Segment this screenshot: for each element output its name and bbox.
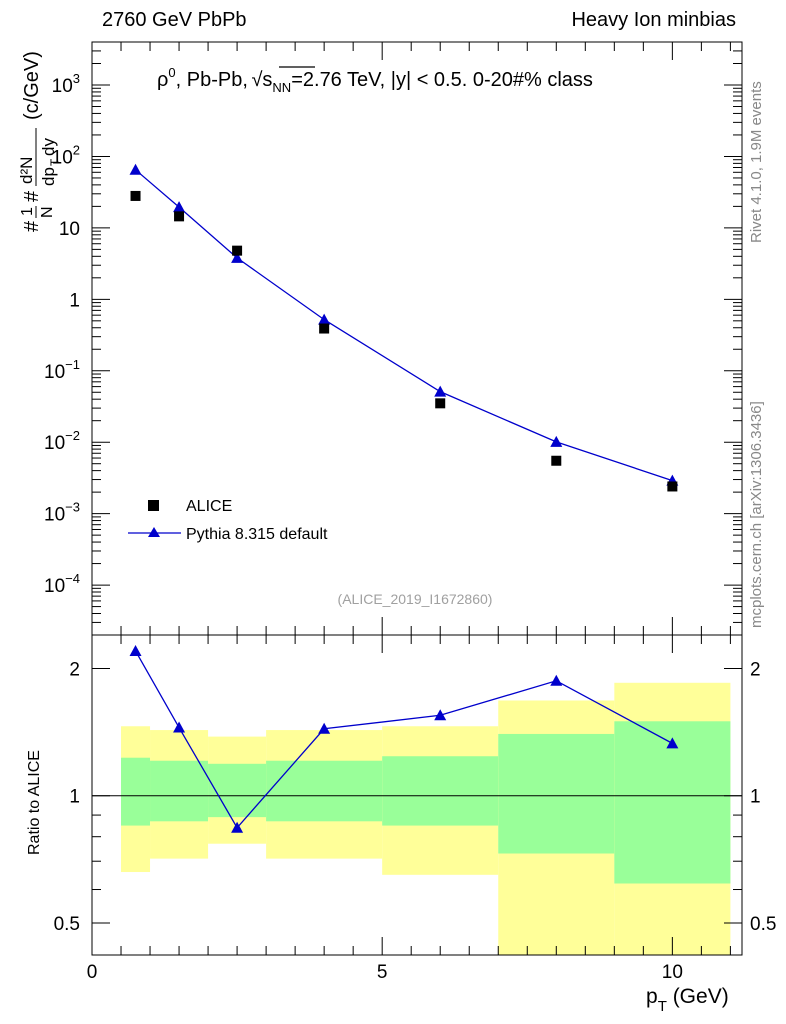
y-tick-label-ratio: 1 bbox=[69, 787, 80, 808]
svg-text:N: N bbox=[39, 206, 56, 218]
ratio-y-axis-label: Ratio to ALICE bbox=[26, 750, 43, 855]
svg-text:(c/GeV): (c/GeV) bbox=[21, 51, 43, 120]
svg-text:d²N: d²N bbox=[17, 157, 36, 184]
svg-text:1: 1 bbox=[19, 207, 36, 216]
y-tick-label-main: 102 bbox=[52, 142, 80, 168]
inner-band-bin bbox=[498, 733, 615, 854]
y-tick-label-ratio-right: 2 bbox=[750, 659, 761, 680]
alice-point-main bbox=[130, 190, 141, 201]
pythia-point-main bbox=[231, 251, 244, 263]
inner-band-bin bbox=[150, 760, 209, 822]
pythia-point-main bbox=[434, 385, 447, 397]
ratio-uncertainty-bands bbox=[121, 682, 731, 955]
alice-point-main bbox=[232, 245, 243, 256]
axis-ticks bbox=[91, 41, 742, 955]
pythia-point-ratio bbox=[318, 722, 331, 734]
pythia-series-main bbox=[129, 163, 679, 486]
header-left: 2760 GeV PbPb bbox=[102, 9, 247, 31]
alice-series-main bbox=[130, 190, 678, 492]
pythia-point-ratio bbox=[666, 737, 679, 749]
main-panel-frame bbox=[91, 41, 743, 636]
alice-point-main bbox=[319, 323, 330, 334]
main-y-axis-label: # 1 N # d²N dp T dy (c/GeV) bbox=[17, 51, 62, 232]
pythia-point-ratio bbox=[434, 709, 447, 721]
alice-point-main bbox=[435, 398, 446, 409]
sqrt-sign: √ bbox=[251, 69, 262, 91]
legend-marker-pythia bbox=[148, 527, 160, 537]
svg-text:#: # bbox=[21, 220, 43, 232]
pythia-point-main bbox=[129, 163, 142, 175]
y-tick-label-main: 103 bbox=[52, 71, 80, 97]
x-tick-label: 10 bbox=[662, 962, 683, 983]
ratio-panel-frame bbox=[91, 634, 743, 956]
plot-title: ρ0, Pb-Pb, √sNN=2.76 TeV, |y| < 0.5. 0-2… bbox=[157, 65, 593, 95]
y-tick-label-main: 1 bbox=[69, 290, 80, 311]
inner-band-bin bbox=[382, 756, 499, 826]
header-right: Heavy Ion minbias bbox=[571, 9, 736, 31]
inner-band-bin bbox=[266, 760, 383, 822]
x-tick-label: 0 bbox=[87, 962, 98, 983]
legend-label-pythia: Pythia 8.315 default bbox=[186, 526, 328, 543]
svg-text:#: # bbox=[21, 190, 43, 202]
svg-text:dp: dp bbox=[39, 167, 58, 186]
pythia-point-main bbox=[173, 201, 186, 213]
pythia-point-ratio bbox=[129, 644, 142, 656]
y-tick-label-main: 10 bbox=[59, 219, 80, 240]
analysis-id-label: (ALICE_2019_I1672860) bbox=[338, 591, 493, 607]
inner-band-bin bbox=[121, 757, 151, 826]
svg-text:T: T bbox=[48, 158, 62, 166]
x-axis-label: pT (GeV) bbox=[646, 985, 729, 1015]
y-tick-label-main: 10−2 bbox=[44, 428, 80, 454]
pythia-point-main bbox=[550, 435, 563, 447]
alice-point-main bbox=[667, 481, 678, 492]
legend: ALICE Pythia 8.315 default bbox=[128, 498, 328, 543]
alice-point-main bbox=[551, 455, 562, 466]
inner-band-bin bbox=[208, 763, 267, 818]
alice-point-main bbox=[174, 211, 185, 222]
y-tick-label-main: 10−4 bbox=[44, 571, 80, 597]
pythia-point-ratio bbox=[231, 821, 244, 833]
y-tick-label-ratio-right: 0.5 bbox=[750, 914, 776, 935]
pythia-point-main bbox=[318, 313, 331, 325]
pythia-series-ratio bbox=[129, 644, 679, 833]
y-tick-label-ratio: 2 bbox=[69, 659, 80, 680]
y-tick-label-ratio-right: 1 bbox=[750, 787, 761, 808]
pythia-line-main bbox=[135, 169, 673, 482]
legend-label-alice: ALICE bbox=[186, 498, 232, 515]
pythia-point-ratio bbox=[173, 721, 186, 733]
y-tick-label-main: 10−1 bbox=[44, 357, 80, 383]
y-tick-label-main: 10−3 bbox=[44, 500, 80, 526]
legend-marker-alice bbox=[148, 500, 159, 511]
svg-text:dy: dy bbox=[39, 138, 58, 156]
axis-tick-labels: 0 5 10 10−4 10−3 10−2 10−1 1 10 102 103 0.5 0.5 1 1 2 2 bbox=[44, 71, 776, 983]
x-tick-label: 5 bbox=[377, 962, 388, 983]
pythia-point-ratio bbox=[550, 674, 563, 686]
y-tick-label-ratio: 0.5 bbox=[54, 914, 80, 935]
